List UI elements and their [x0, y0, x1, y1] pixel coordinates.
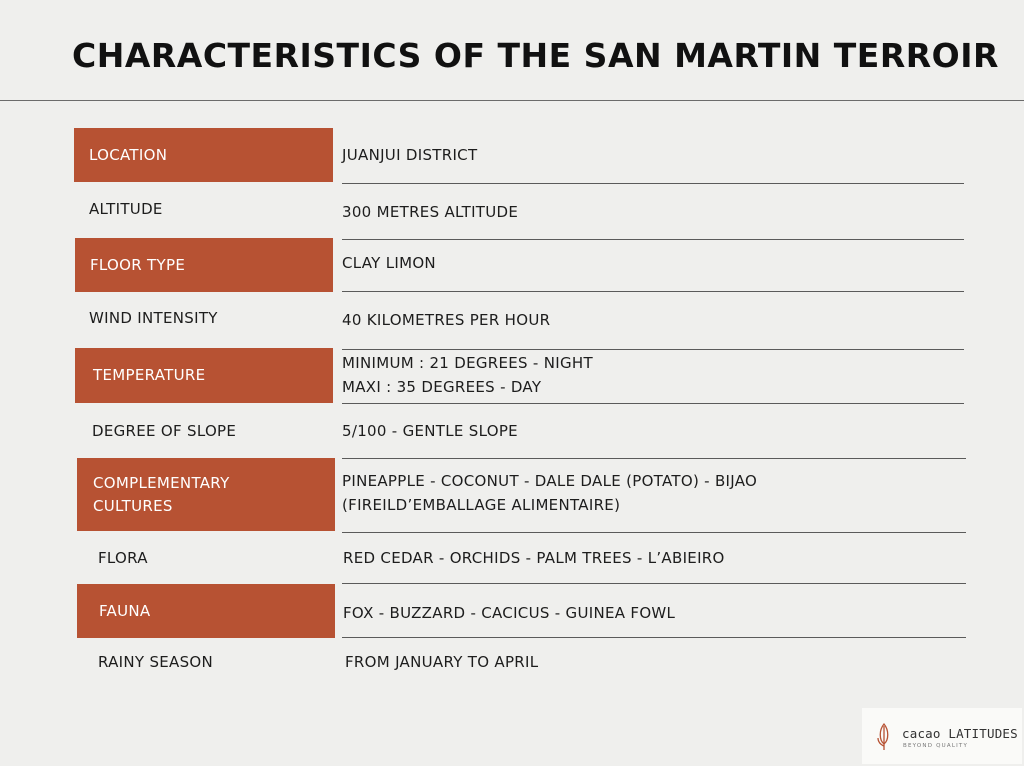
label-complementary-line1: COMPLEMENTARY: [93, 473, 230, 492]
label-flora: FLORA: [98, 549, 148, 567]
logo-tagline: BEYOND QUALITY: [903, 743, 969, 749]
label-fauna: FAUNA: [77, 584, 335, 638]
value-rainy-season: FROM JANUARY TO APRIL: [345, 653, 539, 671]
label-temperature: TEMPERATURE: [75, 348, 333, 403]
title-divider: [0, 100, 1024, 101]
value-wind-intensity: 40 KILOMETRES PER HOUR: [342, 311, 551, 329]
label-altitude: ALTITUDE: [89, 200, 163, 218]
value-altitude: 300 METRES ALTITUDE: [342, 203, 519, 221]
value-degree-of-slope: 5/100 - GENTLE SLOPE: [342, 422, 518, 440]
label-complementary-cultures: COMPLEMENTARY CULTURES: [77, 458, 335, 531]
label-complementary-line2: CULTURES: [93, 496, 173, 515]
label-floor-type: FLOOR TYPE: [75, 238, 333, 292]
label-rainy-season: RAINY SEASON: [98, 653, 214, 671]
cacao-pod-icon: [877, 722, 889, 750]
row-divider: [342, 291, 964, 292]
row-divider: [342, 239, 964, 240]
row-divider: [342, 349, 964, 350]
label-floor-type-text: FLOOR TYPE: [90, 255, 186, 274]
value-flora: RED CEDAR - ORCHIDS - PALM TREES - L’ABI…: [343, 549, 725, 567]
row-divider: [342, 458, 966, 459]
value-complementary-line2: (FIREILD’EMBALLAGE ALIMENTAIRE): [342, 496, 621, 514]
row-divider: [342, 403, 964, 404]
label-temperature-text: TEMPERATURE: [93, 366, 206, 384]
page-title: CHARACTERISTICS OF THE SAN MARTIN TERROI…: [72, 36, 999, 75]
logo-name: cacao LATITUDES: [902, 726, 1018, 741]
value-temperature-min: MINIMUM : 21 DEGREES - NIGHT: [342, 354, 593, 372]
value-floor-type: CLAY LIMON: [342, 254, 436, 272]
label-location-text: LOCATION: [89, 145, 168, 164]
row-divider: [342, 583, 966, 584]
brand-logo: cacao LATITUDES BEYOND QUALITY: [862, 708, 1022, 764]
value-location: JUANJUI DISTRICT: [342, 146, 478, 164]
label-wind-intensity: WIND INTENSITY: [89, 309, 218, 327]
label-fauna-text: FAUNA: [99, 601, 151, 620]
value-temperature-max: MAXI : 35 DEGREES - DAY: [342, 378, 542, 396]
label-degree-of-slope: DEGREE OF SLOPE: [92, 422, 237, 440]
row-divider: [342, 532, 966, 533]
row-divider: [342, 637, 966, 638]
row-divider: [342, 183, 964, 184]
label-location: LOCATION: [74, 128, 333, 182]
value-complementary-line1: PINEAPPLE - COCONUT - DALE DALE (POTATO)…: [342, 472, 758, 490]
value-fauna: FOX - BUZZARD - CACICUS - GUINEA FOWL: [343, 604, 676, 622]
